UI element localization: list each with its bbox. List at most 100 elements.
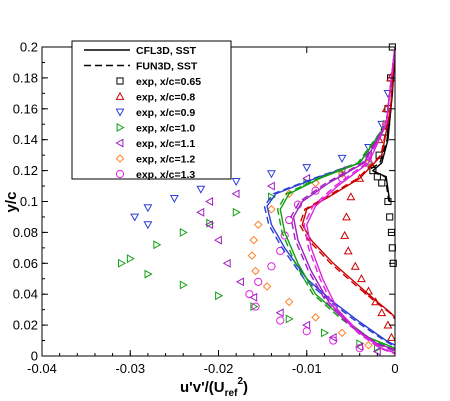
data-point [266, 181, 275, 191]
legend-label: exp, x/c=0.65 [136, 76, 201, 88]
data-point [355, 344, 364, 353]
data-point [337, 328, 347, 338]
legend-entry: FUN3D, SST [84, 61, 198, 73]
data-point [254, 277, 263, 286]
data-point [343, 246, 353, 255]
data-point [311, 313, 320, 322]
data-point [196, 207, 205, 217]
series-triangle-up [340, 73, 396, 341]
legend-entry: CFL3D, SST [84, 45, 197, 57]
y-axis-label: y/c [3, 192, 20, 213]
data-point [267, 204, 276, 214]
data-point [267, 262, 276, 271]
legend-entry: exp, x/c=1.0 [116, 123, 195, 135]
legend-entry: exp, x/c=0.8 [115, 91, 195, 104]
data-point [215, 291, 224, 301]
data-point [247, 251, 257, 260]
data-point [126, 254, 135, 264]
x-axis-label: u'v'/(Uref2) [180, 376, 248, 399]
legend-marker [115, 169, 125, 179]
data-point [285, 314, 294, 324]
legend-marker [115, 138, 124, 148]
data-point [232, 207, 241, 217]
data-point [222, 258, 231, 268]
x-tick-label: -0.01 [292, 361, 322, 376]
legend-label: CFL3D, SST [136, 45, 197, 57]
data-point [275, 308, 284, 318]
legend-label: exp, x/c=1.3 [136, 169, 195, 181]
legend-marker [116, 123, 125, 132]
data-point [302, 327, 311, 336]
data-point [386, 213, 394, 221]
data-point [249, 235, 259, 245]
data-point [205, 220, 214, 230]
legend-entry: exp, x/c=1.1 [115, 138, 195, 150]
data-point [356, 339, 365, 349]
x-axis-label-subscript: ref [225, 388, 238, 399]
y-tick-label: 0.12 [13, 163, 38, 178]
data-point [179, 227, 188, 237]
legend-marker [115, 91, 125, 100]
data-point [302, 173, 311, 183]
data-point [196, 185, 206, 194]
y-tick-label: 0.18 [13, 70, 38, 85]
x-tick-label: -0.03 [115, 361, 145, 376]
y-tick-label: 0.06 [13, 256, 38, 271]
data-point [231, 178, 241, 187]
data-point [355, 173, 365, 182]
data-point [337, 154, 347, 163]
data-point [130, 213, 140, 222]
data-point [276, 316, 285, 325]
data-point [250, 302, 259, 312]
legend-marker [116, 77, 124, 85]
data-point [346, 192, 356, 201]
legend-box [71, 40, 232, 180]
data-point [329, 336, 338, 345]
data-point [245, 290, 254, 299]
data-point [231, 189, 240, 199]
series-triangle-down [130, 89, 393, 230]
legend-label: FUN3D, SST [136, 61, 198, 73]
data-point [143, 221, 153, 230]
data-point [213, 235, 222, 245]
data-point [267, 170, 276, 179]
cfl3d-curve [306, 46, 396, 354]
legend-entry: exp, x/c=1.3 [115, 169, 195, 181]
data-point [249, 292, 258, 302]
x-axis-label-main: u'v'/(U [180, 379, 225, 396]
data-point [342, 212, 351, 221]
data-point [253, 220, 263, 229]
data-point [387, 332, 396, 341]
legend-entry: exp, x/c=0.65 [116, 76, 201, 88]
y-tick-label: 0.16 [13, 101, 38, 116]
chart-marks [118, 43, 397, 356]
y-tick-label: 0.14 [13, 132, 38, 147]
y-tick-label: 0.1 [20, 194, 38, 209]
data-point [143, 204, 153, 213]
legend-marker [115, 154, 125, 163]
data-point [153, 240, 162, 250]
y-tick-label: 0.2 [20, 40, 38, 55]
legend-entry: exp, x/c=1.2 [115, 154, 195, 166]
legend-label: exp, x/c=1.2 [136, 154, 195, 166]
y-tick-label: 0 [31, 349, 38, 364]
data-point [169, 195, 179, 204]
data-point [205, 197, 214, 206]
y-tick-label: 0.04 [13, 287, 38, 302]
legend-label: exp, x/c=0.9 [136, 107, 195, 119]
data-point [206, 218, 215, 228]
data-point [144, 269, 153, 279]
data-point [251, 302, 260, 311]
fun3d-curve [290, 46, 396, 353]
x-axis-label-end: ) [243, 379, 248, 396]
data-point [350, 261, 360, 270]
x-tick-label: 0 [391, 361, 398, 376]
legend-label: exp, x/c=1.1 [136, 138, 195, 150]
cfd-curves-0.8 [298, 46, 396, 320]
legend-label: exp, x/c=0.8 [136, 92, 195, 104]
y-tick-label: 0.08 [13, 225, 38, 240]
x-axis-label-superscript: 2 [237, 376, 243, 387]
fun3d-curve [369, 46, 396, 202]
y-tick-label: 0.02 [13, 318, 38, 333]
